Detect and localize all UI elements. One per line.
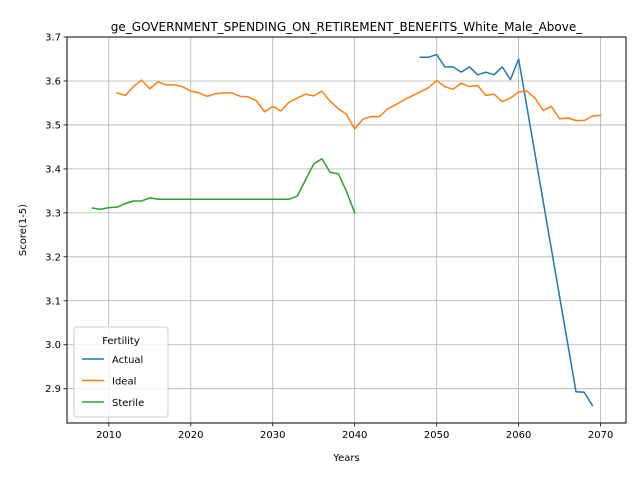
y-tick-label: 3.0	[45, 340, 61, 351]
series-line-ideal	[116, 79, 602, 130]
y-axis: 2.9 3.0 3.1 3.2 3.3 3.4 3.5 3.6 3.7	[45, 33, 67, 395]
x-tick-label: 2070	[588, 430, 613, 441]
y-tick-label: 3.5	[45, 120, 61, 131]
plot-frame	[66, 36, 627, 424]
y-tick-label: 2.9	[45, 384, 61, 395]
y-tick-label: 3.7	[45, 33, 61, 44]
y-tick-label: 3.1	[45, 296, 61, 307]
x-axis-label: Years	[332, 453, 359, 464]
series-line-sterile	[91, 158, 356, 214]
y-tick-label: 3.3	[45, 208, 61, 219]
x-tick-label: 2010	[96, 430, 121, 441]
y-tick-label: 3.2	[45, 252, 61, 263]
legend-label-sterile: Sterile	[112, 398, 144, 409]
y-axis-label: Score(1-5)	[18, 204, 29, 256]
y-tick-label: 3.4	[45, 164, 61, 175]
legend-label-ideal: Ideal	[112, 377, 136, 388]
x-tick-label: 2050	[424, 430, 449, 441]
x-tick-label: 2030	[260, 430, 285, 441]
y-tick-label: 3.6	[45, 76, 61, 87]
legend-box	[73, 326, 169, 418]
x-tick-label: 2060	[506, 430, 531, 441]
chart-title: ge_GOVERNMENT_SPENDING_ON_RETIREMENT_BEN…	[111, 20, 583, 34]
legend-items: Actual Ideal Sterile	[82, 355, 144, 409]
x-tick-label: 2040	[342, 430, 367, 441]
x-axis: 2010 2020 2030 2040 2050 2060 2070	[96, 423, 613, 441]
series-line-actual	[419, 53, 594, 407]
legend: Fertility Actual Ideal Sterile	[73, 326, 169, 418]
x-tick-label: 2020	[178, 430, 203, 441]
series-lines	[91, 53, 602, 407]
legend-label-actual: Actual	[112, 355, 143, 366]
legend-title: Fertility	[102, 336, 140, 347]
